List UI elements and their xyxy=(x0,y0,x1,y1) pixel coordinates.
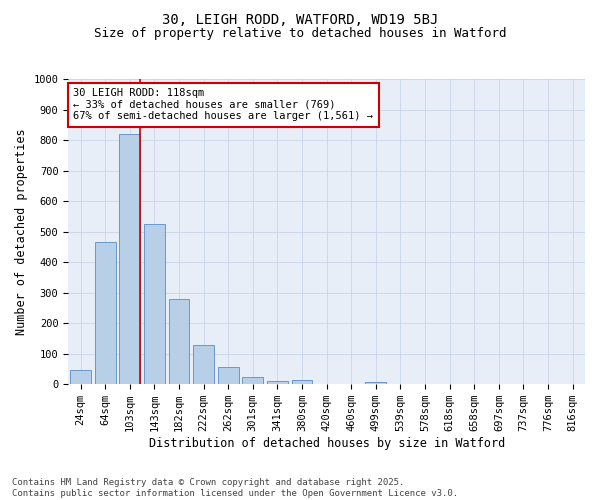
Bar xyxy=(119,134,140,384)
Text: Size of property relative to detached houses in Watford: Size of property relative to detached ho… xyxy=(94,28,506,40)
Bar xyxy=(169,300,190,384)
Bar xyxy=(242,376,263,384)
Text: 30 LEIGH RODD: 118sqm
← 33% of detached houses are smaller (769)
67% of semi-det: 30 LEIGH RODD: 118sqm ← 33% of detached … xyxy=(73,88,373,122)
Bar xyxy=(193,345,214,384)
Text: 30, LEIGH RODD, WATFORD, WD19 5BJ: 30, LEIGH RODD, WATFORD, WD19 5BJ xyxy=(162,12,438,26)
Bar xyxy=(95,242,116,384)
Text: Contains HM Land Registry data © Crown copyright and database right 2025.
Contai: Contains HM Land Registry data © Crown c… xyxy=(12,478,458,498)
Bar xyxy=(267,381,288,384)
Bar xyxy=(292,380,313,384)
Bar xyxy=(144,224,165,384)
Bar xyxy=(365,382,386,384)
X-axis label: Distribution of detached houses by size in Watford: Distribution of detached houses by size … xyxy=(149,437,505,450)
Bar xyxy=(70,370,91,384)
Y-axis label: Number of detached properties: Number of detached properties xyxy=(15,128,28,335)
Bar xyxy=(218,367,239,384)
